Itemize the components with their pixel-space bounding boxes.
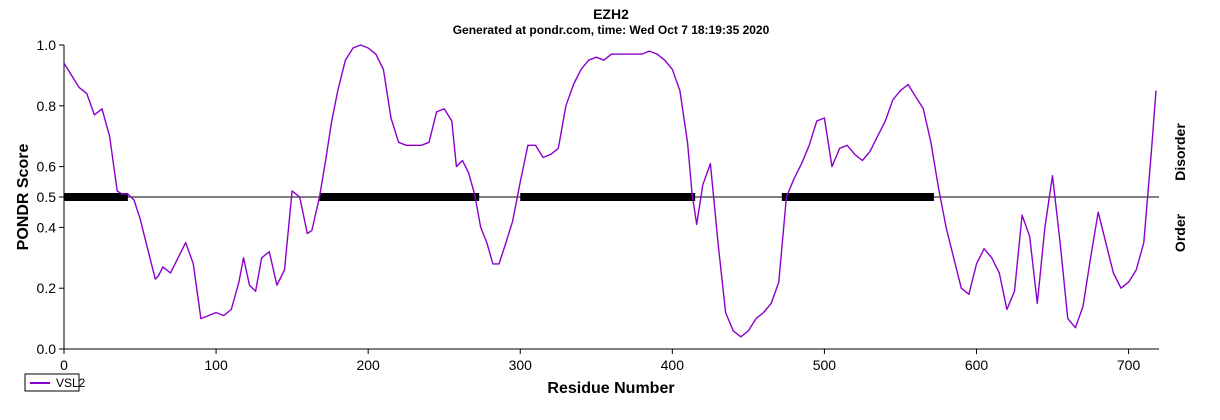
y-tick-label: 0.4 [37,219,57,235]
disorder-label: Disorder [1172,123,1188,181]
legend-box [24,373,80,392]
legend-label: VSL2 [56,376,86,390]
plot-area: 0.0 0.2 0.4 0.5 0.6 0.8 1.0 0 100 200 300 400 500 600… [37,37,1159,373]
disordered-region-bar [319,193,480,201]
y-tick-label: 0.6 [37,159,57,175]
x-tick-label: 400 [661,357,685,373]
x-tick-label: 600 [965,357,989,373]
y-tick-label: 0.0 [37,341,57,357]
x-tick-label: 200 [356,357,380,373]
y-tick-label: 1.0 [37,37,57,53]
y-axis-label: PONDR Score [15,144,32,251]
legend: VSL2 [24,373,86,392]
disordered-region-bar [781,193,934,201]
order-label: Order [1172,213,1188,252]
x-tick-label: 0 [60,357,68,373]
y-tick-label: 0.2 [37,280,57,296]
x-tick-label: 500 [813,357,837,373]
x-axis-label: Residue Number [547,380,674,397]
y-tick-label: 0.5 [37,189,57,205]
chart-subtitle: Generated at pondr.com, time: Wed Oct 7 … [453,23,770,37]
vsl2-series-line [63,44,1157,338]
y-tick-label: 0.8 [37,98,57,114]
x-tick-label: 300 [509,357,533,373]
disordered-region-bar [64,193,128,201]
x-tick-label: 100 [204,357,228,373]
x-tick-label: 700 [1117,357,1141,373]
disordered-region-bar [520,193,696,201]
chart-title: EZH2 [593,6,629,22]
